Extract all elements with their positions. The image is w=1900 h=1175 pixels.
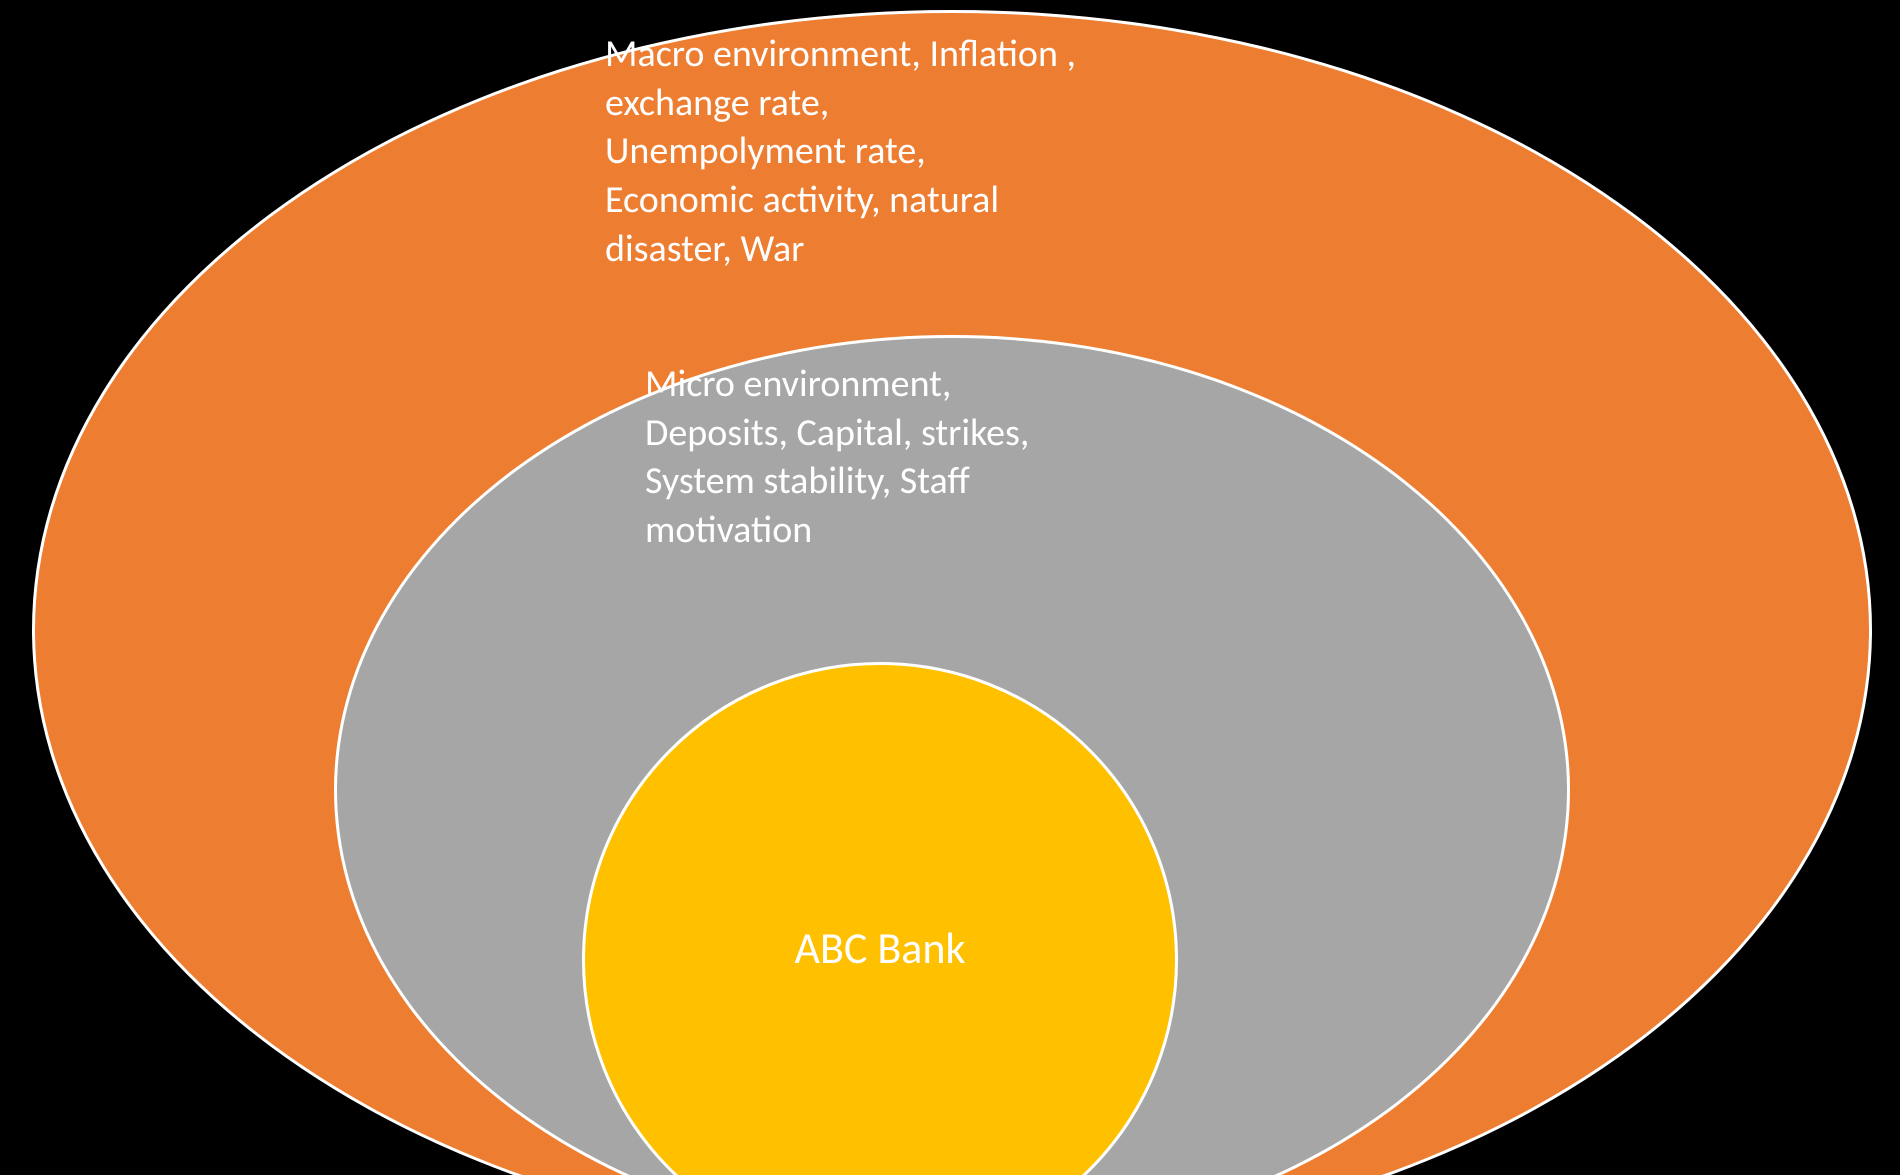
diagram-canvas: Macro environment, Inflation , exchange … xyxy=(0,0,1900,1175)
outer-label: Macro environment, Inflation , exchange … xyxy=(605,30,1076,273)
inner-label: ABC Bank xyxy=(582,920,1178,976)
middle-label: Micro environment, Deposits, Capital, st… xyxy=(645,360,1029,555)
